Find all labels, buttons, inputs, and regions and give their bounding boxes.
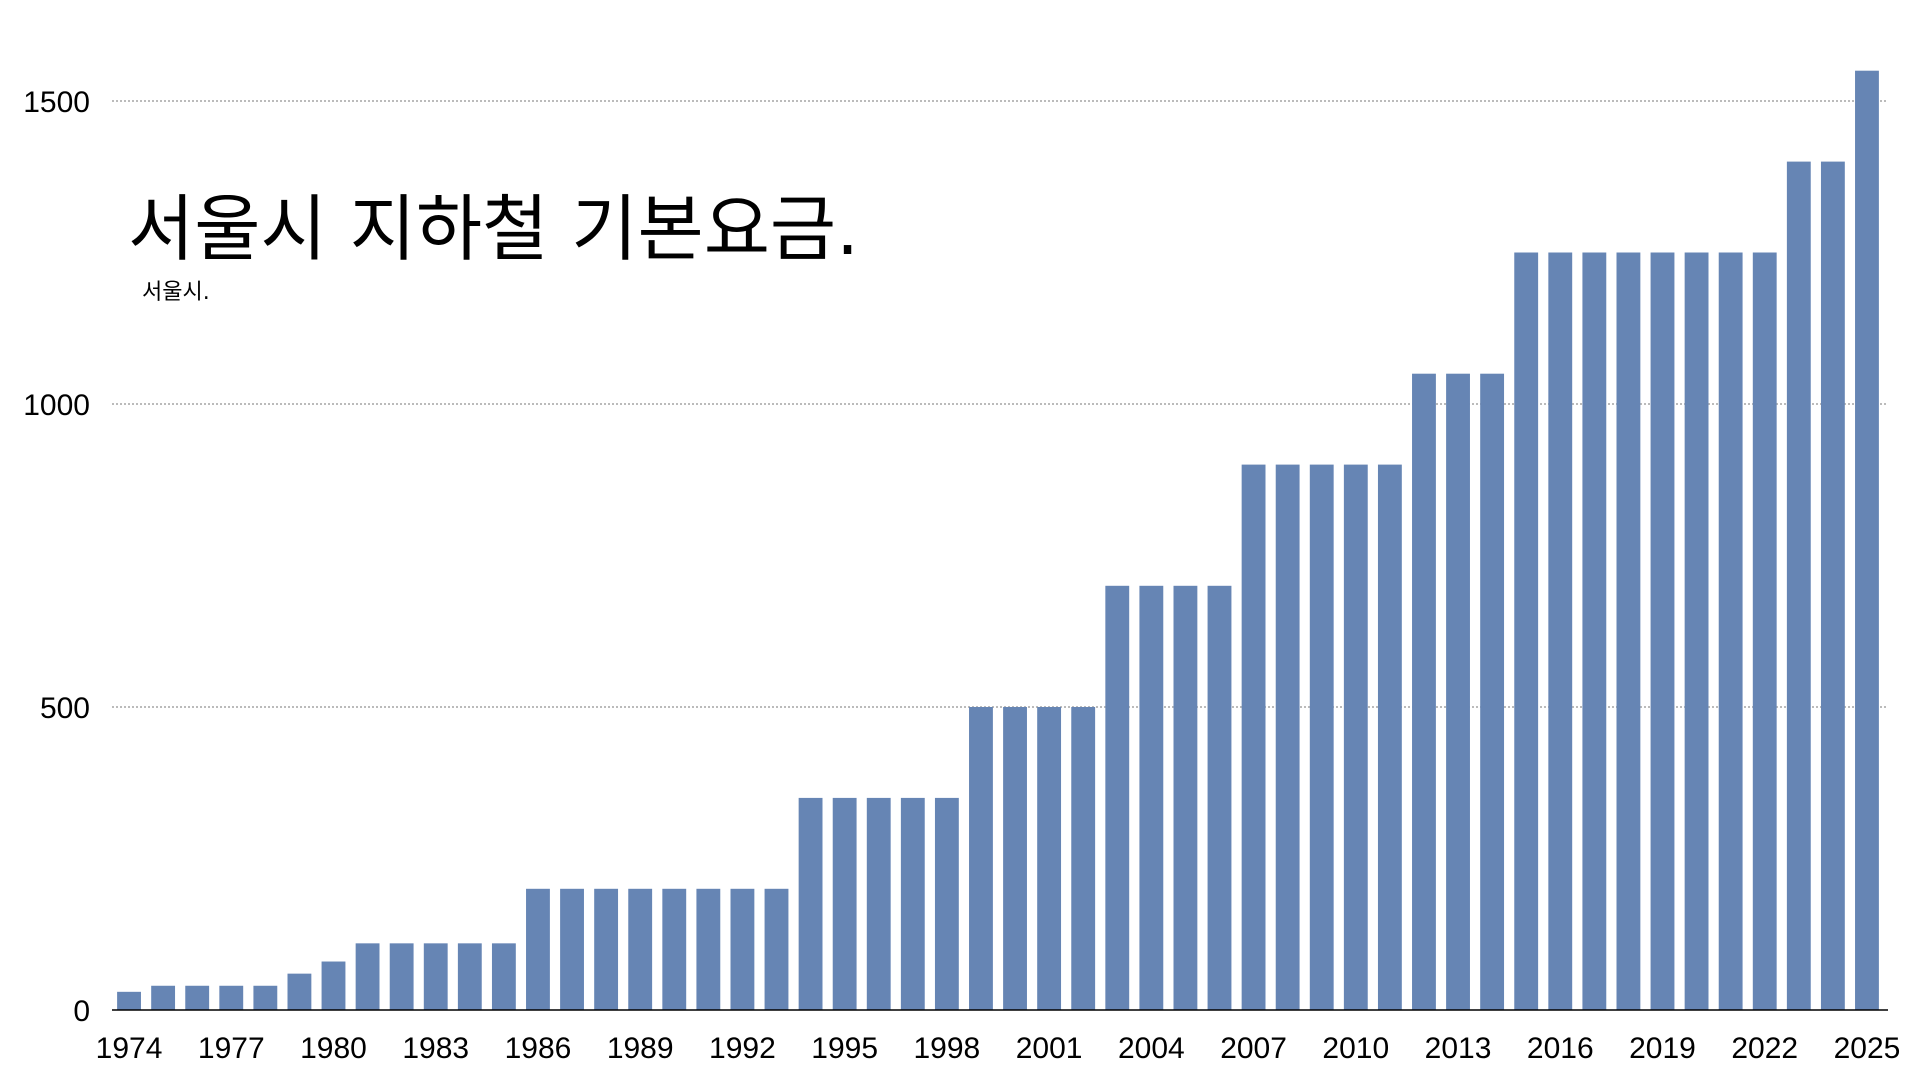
x-tick-label: 1977 [198, 1032, 265, 1065]
x-tick-label: 2025 [1834, 1032, 1901, 1065]
bar [1003, 707, 1027, 1010]
bar [219, 985, 244, 1010]
bar [798, 797, 823, 1010]
bar [1514, 252, 1539, 1010]
y-tick-label: 1000 [23, 389, 90, 422]
x-tick-label: 2007 [1220, 1032, 1287, 1065]
bar [457, 943, 482, 1010]
bar [1139, 585, 1164, 1010]
bar [526, 888, 550, 1010]
bar [1616, 252, 1641, 1010]
bar [1480, 373, 1505, 1010]
bar [1582, 252, 1607, 1010]
bar [1037, 707, 1062, 1010]
bar [287, 973, 312, 1010]
chart-title: 서울시 지하철 기본요금. [128, 187, 860, 271]
bar [253, 985, 278, 1010]
y-axis-tick-labels: 0 500 1000 1500 [23, 86, 90, 1028]
bar [491, 943, 516, 1010]
bar [969, 707, 993, 1010]
bar [1548, 252, 1573, 1010]
bar [1207, 585, 1232, 1010]
x-tick-label: 2016 [1527, 1032, 1594, 1065]
bar [730, 888, 755, 1010]
bar [832, 797, 857, 1010]
bar [1650, 252, 1675, 1010]
x-tick-label: 1998 [914, 1032, 981, 1065]
bar [389, 943, 414, 1010]
chart-subtitle: 서울시. [142, 280, 210, 305]
x-tick-label: 1992 [709, 1032, 776, 1065]
bar [696, 888, 721, 1010]
bars [117, 70, 1879, 1011]
x-tick-label: 2019 [1629, 1032, 1696, 1065]
x-tick-label: 1980 [300, 1032, 367, 1065]
bar [1343, 464, 1368, 1011]
bar [1820, 161, 1845, 1011]
y-tick-label: 500 [40, 692, 90, 725]
bar [117, 991, 141, 1010]
bar [185, 985, 210, 1010]
bar [1377, 464, 1402, 1011]
x-tick-label: 2022 [1731, 1032, 1798, 1065]
y-tick-label: 0 [73, 995, 90, 1028]
bar [1786, 161, 1811, 1011]
bar [1412, 373, 1436, 1010]
bar [1071, 707, 1096, 1010]
x-axis-tick-labels: 1974 1977 1980 1983 1986 1989 1992 1995 1998 2001… [96, 1032, 1901, 1065]
bar [1855, 70, 1879, 1010]
x-tick-label: 1989 [607, 1032, 674, 1065]
bar [1241, 464, 1266, 1011]
x-tick-label: 1995 [811, 1032, 878, 1065]
x-tick-label: 2004 [1118, 1032, 1185, 1065]
bar [1275, 464, 1300, 1011]
x-tick-label: 1983 [402, 1032, 469, 1065]
bar [1309, 464, 1334, 1011]
y-tick-label: 1500 [23, 86, 90, 119]
bar [355, 943, 380, 1010]
bar [321, 961, 346, 1010]
bar [1105, 585, 1130, 1010]
bar [1446, 373, 1470, 1010]
bar [628, 888, 653, 1010]
bar [1718, 252, 1743, 1010]
x-tick-label: 1986 [505, 1032, 572, 1065]
bar [560, 888, 584, 1010]
bar [934, 797, 959, 1010]
bar [764, 888, 789, 1010]
x-tick-label: 1974 [96, 1032, 163, 1065]
bar [1684, 252, 1709, 1010]
bar [1752, 252, 1777, 1010]
bar [662, 888, 687, 1010]
x-tick-label: 2010 [1322, 1032, 1389, 1065]
bar [866, 797, 891, 1010]
bar [423, 943, 448, 1010]
bar [151, 985, 176, 1010]
x-tick-label: 2001 [1016, 1032, 1083, 1065]
bar [1173, 585, 1198, 1010]
bar [594, 888, 619, 1010]
bar [900, 797, 925, 1010]
x-tick-label: 2013 [1425, 1032, 1492, 1065]
